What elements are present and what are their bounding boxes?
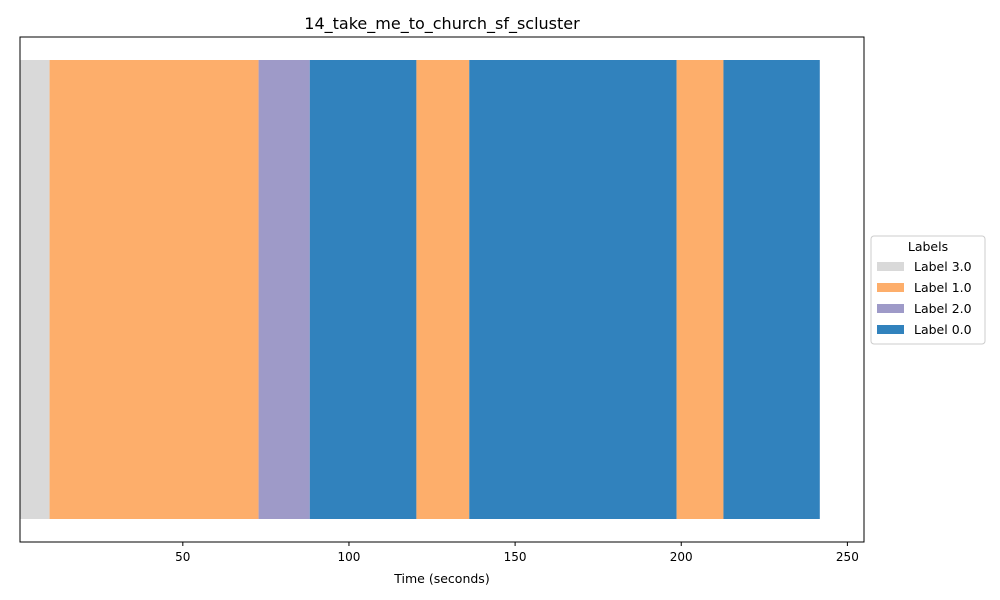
legend-title: Labels — [908, 239, 948, 254]
x-tick-label: 200 — [670, 550, 693, 564]
legend-label: Label 0.0 — [914, 322, 972, 337]
segment-8 — [723, 60, 820, 519]
timeline-segments — [20, 60, 820, 519]
legend-swatch — [877, 283, 904, 292]
chart-title: 14_take_me_to_church_sf_scluster — [304, 14, 580, 34]
x-axis-ticks: 50 100 150 200 250 — [175, 542, 859, 564]
legend-swatch — [877, 304, 904, 313]
x-tick-label: 250 — [836, 550, 859, 564]
segment-7 — [676, 60, 724, 519]
legend-label: Label 3.0 — [914, 259, 972, 274]
segment-6 — [469, 60, 677, 519]
segment-3 — [258, 60, 310, 519]
x-tick-label: 100 — [338, 550, 361, 564]
legend-label: Label 2.0 — [914, 301, 972, 316]
segment-1 — [20, 60, 50, 519]
segment-5 — [416, 60, 470, 519]
legend-entries: Label 3.0 Label 1.0 Label 2.0 Label 0.0 — [877, 259, 972, 337]
segment-4 — [309, 60, 417, 519]
legend-label: Label 1.0 — [914, 280, 972, 295]
legend-swatch — [877, 325, 904, 334]
legend-swatch — [877, 262, 904, 271]
x-axis-label: Time (seconds) — [393, 571, 489, 586]
x-tick-label: 150 — [504, 550, 527, 564]
segment-2 — [49, 60, 259, 519]
x-tick-label: 50 — [175, 550, 190, 564]
plot-area-frame — [19, 36, 865, 543]
